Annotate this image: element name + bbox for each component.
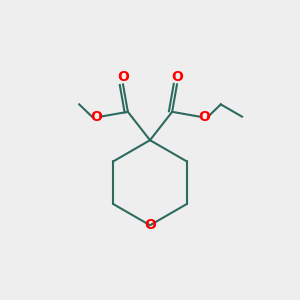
Text: O: O xyxy=(90,110,102,124)
Text: O: O xyxy=(171,70,183,84)
Text: O: O xyxy=(144,218,156,232)
Text: O: O xyxy=(117,70,129,84)
Text: O: O xyxy=(198,110,210,124)
